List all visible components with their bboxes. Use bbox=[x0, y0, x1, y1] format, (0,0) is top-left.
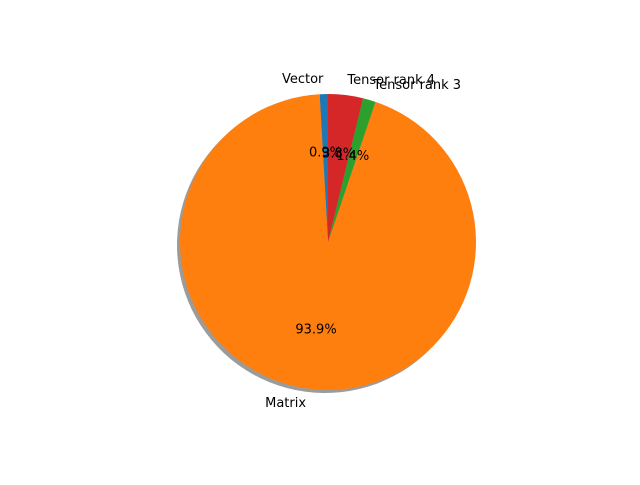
pie-category-label: Matrix bbox=[265, 396, 306, 411]
pie-slice-matrix bbox=[179, 94, 476, 390]
pie-category-label: Tensor rank 3 bbox=[372, 78, 461, 93]
pie-slice-tensor-rank-4 bbox=[328, 94, 364, 242]
pie-percent-label: 3.8% bbox=[322, 146, 355, 161]
pie-slices bbox=[179, 94, 476, 390]
pie-percent-label: 93.9% bbox=[295, 322, 336, 337]
pie-category-label: Vector bbox=[282, 72, 324, 87]
pie-percent-label: 0.9% bbox=[309, 146, 342, 161]
pie-percent-label: 1.4% bbox=[336, 149, 369, 164]
pie-slice-tensor-rank-3 bbox=[328, 98, 376, 242]
pie-labels: Vector 0.9% Matrix 93.9% Tensor rank 3 1.4% Te… bbox=[265, 72, 461, 411]
pie-category-label: Tensor rank 4 bbox=[346, 73, 435, 88]
pie-slice-vector bbox=[319, 94, 328, 242]
